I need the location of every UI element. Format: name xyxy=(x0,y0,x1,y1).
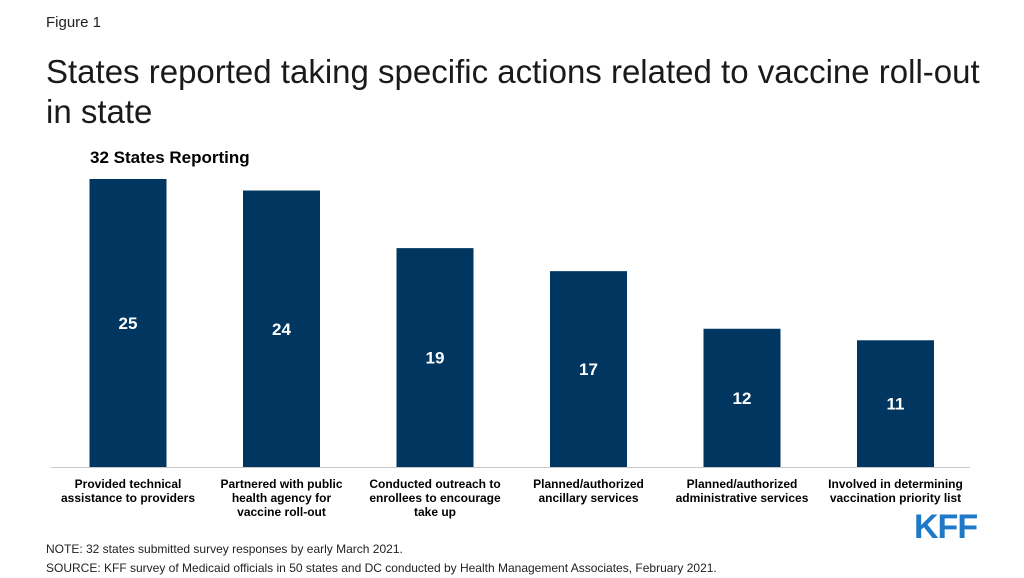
category-label-3: Conducted outreach to enrollees to encour… xyxy=(357,477,513,519)
bar-value-label-2: 24 xyxy=(272,320,291,339)
bar-2 xyxy=(243,190,320,467)
bar-value-label-4: 17 xyxy=(579,360,598,379)
category-label-line: enrollees to encourage xyxy=(369,491,501,505)
category-label-2: Partnered with public health agency for va… xyxy=(204,477,360,519)
category-label-line: administrative services xyxy=(675,491,809,505)
note-text: NOTE: 32 states submitted survey respons… xyxy=(46,542,403,556)
category-label-line: Partnered with public xyxy=(220,477,343,491)
source-text: SOURCE: KFF survey of Medicaid officials… xyxy=(46,561,717,575)
figure-label: Figure 1 xyxy=(46,14,102,31)
bar-value-label-3: 19 xyxy=(426,349,445,368)
footnotes: NOTE: 32 states submitted survey respons… xyxy=(46,540,717,578)
category-label-line: health agency for xyxy=(231,491,332,505)
bar-value-label-1: 25 xyxy=(119,314,138,333)
category-label-line: Conducted outreach to xyxy=(369,477,501,491)
bar-5 xyxy=(703,328,781,467)
bar-value-label-5: 12 xyxy=(733,389,752,408)
bar-4 xyxy=(550,271,627,467)
category-label-line: Involved in determining xyxy=(828,477,963,491)
category-label-line: Planned/authorized xyxy=(686,477,798,491)
bar-6 xyxy=(857,340,934,467)
chart-title: States reported taking specific actions … xyxy=(46,53,980,130)
category-label-line: vaccine roll-out xyxy=(237,505,326,519)
category-label-line: assistance to providers xyxy=(60,491,196,505)
category-label-line: Planned/authorized xyxy=(533,477,644,491)
bar-1 xyxy=(89,179,167,467)
category-label-5: Planned/authorized administrative service… xyxy=(664,477,820,505)
chart-subtitle: 32 States Reporting xyxy=(90,148,250,167)
bar-3 xyxy=(396,248,474,467)
category-label-line: vaccination priority list xyxy=(829,491,962,505)
bar-value-label-6: 11 xyxy=(887,395,905,414)
category-label-4: Planned/authorized ancillary services xyxy=(511,477,667,505)
category-label-1: Provided technical assistance to provider… xyxy=(50,477,206,505)
kff-logo: KFF xyxy=(914,508,978,546)
category-label-line: take up xyxy=(413,505,456,519)
category-label-6: Involved in determining vaccination prior… xyxy=(818,477,974,505)
category-label-line: Provided technical xyxy=(74,477,182,491)
category-label-line: ancillary services xyxy=(538,491,639,505)
